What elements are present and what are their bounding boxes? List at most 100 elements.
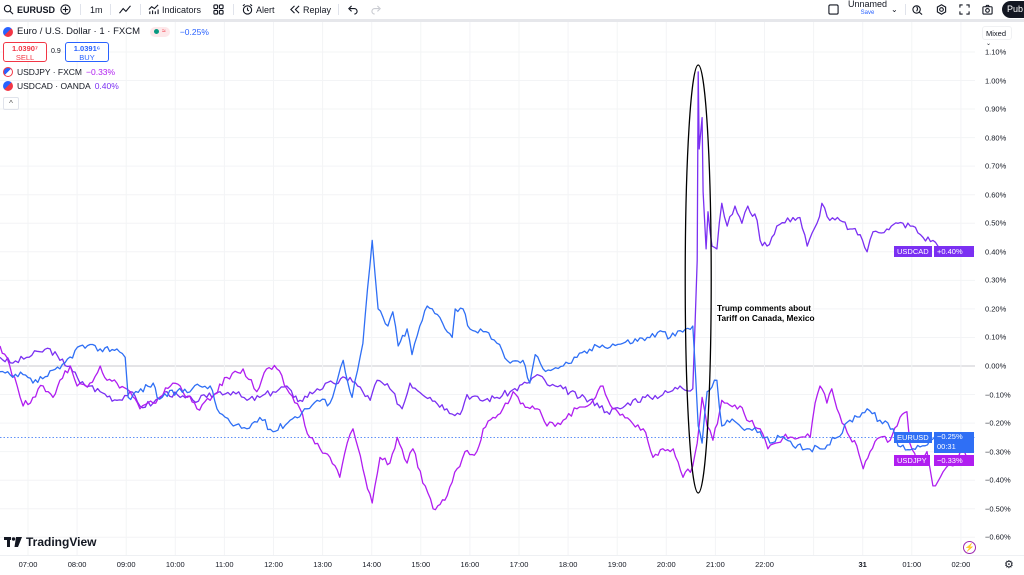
- compare-name: USDJPY · FXCM: [17, 67, 83, 77]
- replay-label: Replay: [303, 4, 332, 15]
- templates-button[interactable]: [213, 0, 224, 19]
- us-ca-flag-icon: [3, 81, 13, 91]
- interval-label: 1m: [90, 4, 103, 15]
- line-chart-icon: [119, 5, 131, 14]
- y-tick-label: 0.20%: [985, 304, 1007, 314]
- x-tick-label: 02:00: [951, 560, 971, 569]
- buy-button[interactable]: 1.0391⁶ BUY: [65, 42, 109, 62]
- divider: [905, 4, 906, 15]
- y-tick-label: −0.60%: [985, 532, 1011, 542]
- y-tick-label: −0.30%: [985, 447, 1011, 457]
- market-status-badge[interactable]: ≈: [150, 26, 170, 37]
- annotation-label: Trump comments about Tariff on Canada, Me…: [717, 303, 815, 323]
- sell-label: SELL: [15, 53, 35, 62]
- grid-lines: [0, 22, 975, 555]
- main-series-title: Euro / U.S. Dollar · 1 · FXCM: [17, 26, 140, 37]
- alert-label: Alert: [256, 4, 275, 15]
- snapshot-button[interactable]: [982, 0, 993, 19]
- x-tick-label: 11:00: [215, 560, 234, 569]
- divider: [140, 4, 141, 15]
- y-tick-label: 0.70%: [985, 161, 1007, 171]
- x-tick-label: 12:00: [264, 560, 283, 569]
- fullscreen-icon: [959, 4, 970, 15]
- interval-button[interactable]: 1m: [90, 0, 103, 19]
- divider: [338, 4, 339, 15]
- compare-name: USDCAD · OANDA: [17, 81, 91, 91]
- redo-button[interactable]: [371, 0, 382, 19]
- usdcad-price-label: +0.40%: [934, 246, 974, 257]
- y-tick-label: 1.00%: [985, 76, 1007, 85]
- axis-settings-gear-icon[interactable]: ⚙: [1004, 559, 1014, 571]
- legend-compare-usdcad[interactable]: USDCAD · OANDA 0.40%: [3, 81, 119, 91]
- y-tick-label: 0.00%: [985, 361, 1007, 371]
- alarm-clock-icon: [242, 4, 253, 15]
- alert-button[interactable]: Alert: [242, 0, 275, 19]
- undo-button[interactable]: [347, 0, 358, 19]
- y-tick-label: 0.50%: [985, 218, 1007, 228]
- lightning-icon[interactable]: ⚡: [963, 541, 976, 554]
- logo-text: TradingView: [26, 535, 97, 549]
- annotation-ellipse[interactable]: [684, 64, 712, 494]
- buy-price: 1.0391⁶: [73, 44, 101, 53]
- layout-toggle-button[interactable]: [828, 0, 839, 19]
- layout-name-button[interactable]: Unnamed Save: [848, 0, 887, 19]
- quick-search-button[interactable]: [912, 0, 923, 19]
- x-tick-label: 19:00: [607, 560, 627, 569]
- redo-icon: [371, 5, 381, 15]
- x-tick-label: 18:00: [558, 560, 578, 569]
- divider: [233, 4, 234, 15]
- layout-menu-chevron[interactable]: ⌄: [891, 0, 898, 19]
- compare-add-button[interactable]: [60, 0, 71, 19]
- x-tick-label: 08:00: [67, 560, 87, 569]
- scale-mode-dropdown[interactable]: Mixed ⌄: [982, 26, 1012, 47]
- y-tick-label: 1.10%: [985, 47, 1007, 57]
- sell-button[interactable]: 1.0390⁷ SELL: [3, 42, 47, 62]
- search-icon: [3, 4, 14, 15]
- eurusd-series-label: EURUSD: [894, 432, 932, 443]
- x-tick-label: 09:00: [116, 560, 136, 569]
- grid-icon: [213, 4, 224, 15]
- price-axis[interactable]: 1.10% 1.00% 0.90% 0.80% 0.70% 0.60% 0.50% 0.40%…: [975, 22, 1024, 555]
- symbol-search-button[interactable]: EURUSD: [3, 0, 55, 19]
- usdjpy-series-label: USDJPY: [894, 455, 930, 466]
- x-tick-label: 17:00: [509, 560, 529, 569]
- eurusd-price-value: −0.25%: [937, 432, 963, 441]
- y-tick-label: 0.90%: [985, 104, 1007, 114]
- series-lines: [0, 71, 969, 511]
- chart-type-button[interactable]: [118, 0, 132, 19]
- chevron-down-icon: ⌄: [891, 5, 898, 14]
- legend-compare-usdjpy[interactable]: USDJPY · FXCM −0.33%: [3, 67, 115, 77]
- tradingview-logo[interactable]: TradingView: [4, 535, 96, 549]
- layout-save: Save: [860, 10, 875, 16]
- x-tick-label: 16:00: [460, 560, 480, 569]
- y-tick-label: 0.30%: [985, 275, 1007, 285]
- divider: [80, 4, 81, 15]
- gear-icon: [936, 4, 947, 15]
- eu-us-flag-icon: [3, 26, 13, 37]
- series-line-usdjpy[interactable]: [0, 345, 969, 511]
- legend-collapse-button[interactable]: ^: [3, 97, 19, 110]
- series-line-usdcad[interactable]: [0, 71, 968, 417]
- usdcad-series-label: USDCAD: [894, 246, 932, 257]
- indicators-button[interactable]: Indicators: [148, 0, 201, 19]
- x-tick-label: 20:00: [656, 560, 676, 569]
- y-tick-label: −0.50%: [985, 504, 1011, 514]
- compare-change: 0.40%: [94, 81, 119, 91]
- usdjpy-price-label: −0.33%: [934, 455, 974, 466]
- fullscreen-button[interactable]: [959, 0, 970, 19]
- time-axis[interactable]: 07:00 08:00 09:00 10:00 11:00 12:00 13:00 14:00…: [0, 555, 1024, 575]
- publish-button[interactable]: Pub: [1002, 1, 1024, 18]
- annotation-text[interactable]: Trump comments about Tariff on Canada, Me…: [717, 303, 815, 323]
- series-line-eurusd[interactable]: [0, 239, 968, 453]
- indicators-icon: [148, 4, 159, 15]
- y-tick-label: −0.10%: [985, 390, 1011, 400]
- replay-button[interactable]: Replay: [289, 0, 331, 19]
- settings-button[interactable]: [936, 0, 947, 19]
- data-equal-icon: ≈: [162, 28, 166, 35]
- price-chart[interactable]: [0, 22, 975, 555]
- chevron-down-icon: ⌄: [986, 41, 992, 47]
- symbol-label: EURUSD: [17, 4, 56, 15]
- y-tick-label: −0.20%: [985, 418, 1011, 428]
- spread-value: 0.9: [51, 48, 61, 55]
- legend-main-series[interactable]: Euro / U.S. Dollar · 1 · FXCM ≈ −0.25%: [3, 26, 209, 37]
